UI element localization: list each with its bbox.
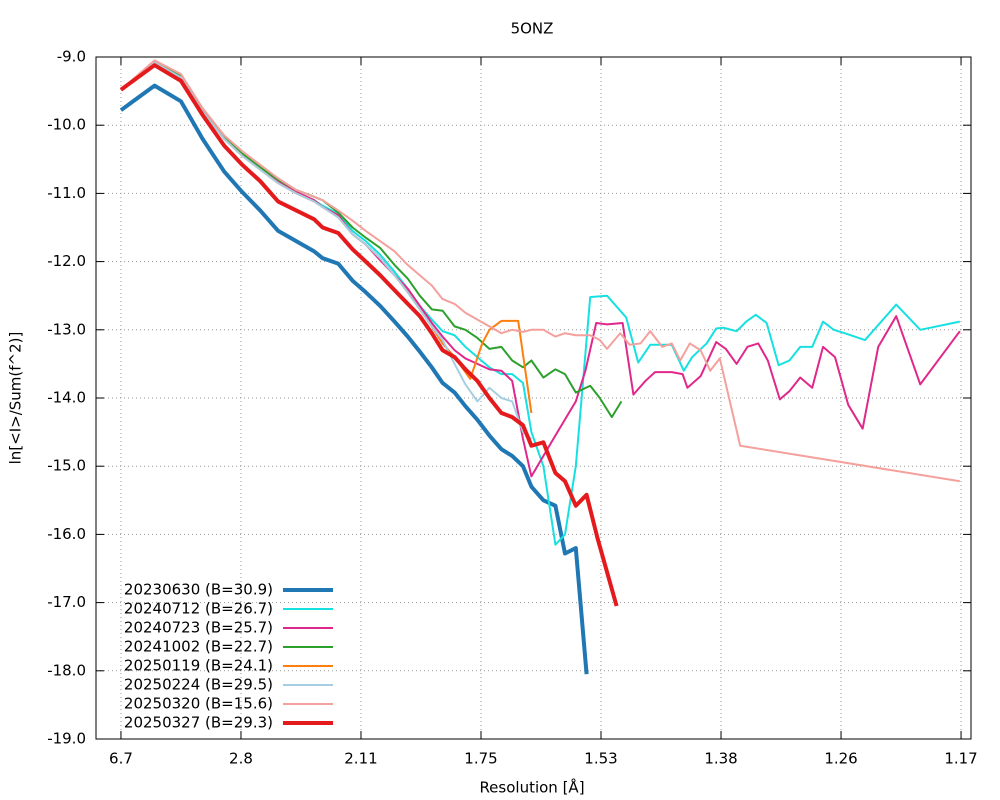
- y-tick-label: -12.0: [47, 252, 86, 270]
- legend-label: 20240712 (B=26.7): [124, 600, 273, 618]
- x-tick-label: 2.8: [229, 750, 253, 768]
- x-tick-label: 1.26: [824, 750, 857, 768]
- legend-label: 20250327 (B=29.3): [124, 714, 273, 732]
- y-tick-label: -9.0: [57, 48, 86, 66]
- y-tick-label: -14.0: [47, 389, 86, 407]
- y-axis-label: ln[<I>/Sum(f^2)]: [7, 332, 25, 465]
- y-tick-label: -16.0: [47, 525, 86, 543]
- chart-title: 5ONZ: [511, 20, 554, 38]
- y-tick-label: -15.0: [47, 457, 86, 475]
- y-tick-label: -10.0: [47, 116, 86, 134]
- legend-label: 20241002 (B=22.7): [124, 638, 273, 656]
- legend-label: 20240723 (B=25.7): [124, 619, 273, 637]
- y-tick-label: -19.0: [47, 730, 86, 748]
- y-tick-label: -13.0: [47, 320, 86, 338]
- legend-label: 20230630 (B=30.9): [124, 581, 273, 599]
- y-tick-label: -17.0: [47, 593, 86, 611]
- series-line: [120, 61, 623, 419]
- y-tick-label: -11.0: [47, 184, 86, 202]
- legend-label: 20250224 (B=29.5): [124, 676, 273, 694]
- series-line: [119, 63, 619, 607]
- plot-frame: [95, 56, 972, 740]
- x-tick-label: 1.75: [464, 750, 497, 768]
- legend-label: 20250320 (B=15.6): [124, 695, 273, 713]
- x-tick-label: 2.11: [344, 750, 377, 768]
- x-tick-label: 1.38: [704, 750, 737, 768]
- x-axis-label: Resolution [Å]: [479, 778, 584, 797]
- x-tick-label: 6.7: [109, 750, 133, 768]
- y-tick-label: -18.0: [47, 661, 86, 679]
- x-tick-label: 1.17: [944, 750, 977, 768]
- series-line: [119, 83, 589, 675]
- series-line: [120, 59, 960, 483]
- x-tick-label: 1.53: [584, 750, 617, 768]
- series-line: [120, 61, 533, 440]
- legend-label: 20250119 (B=24.1): [124, 657, 273, 675]
